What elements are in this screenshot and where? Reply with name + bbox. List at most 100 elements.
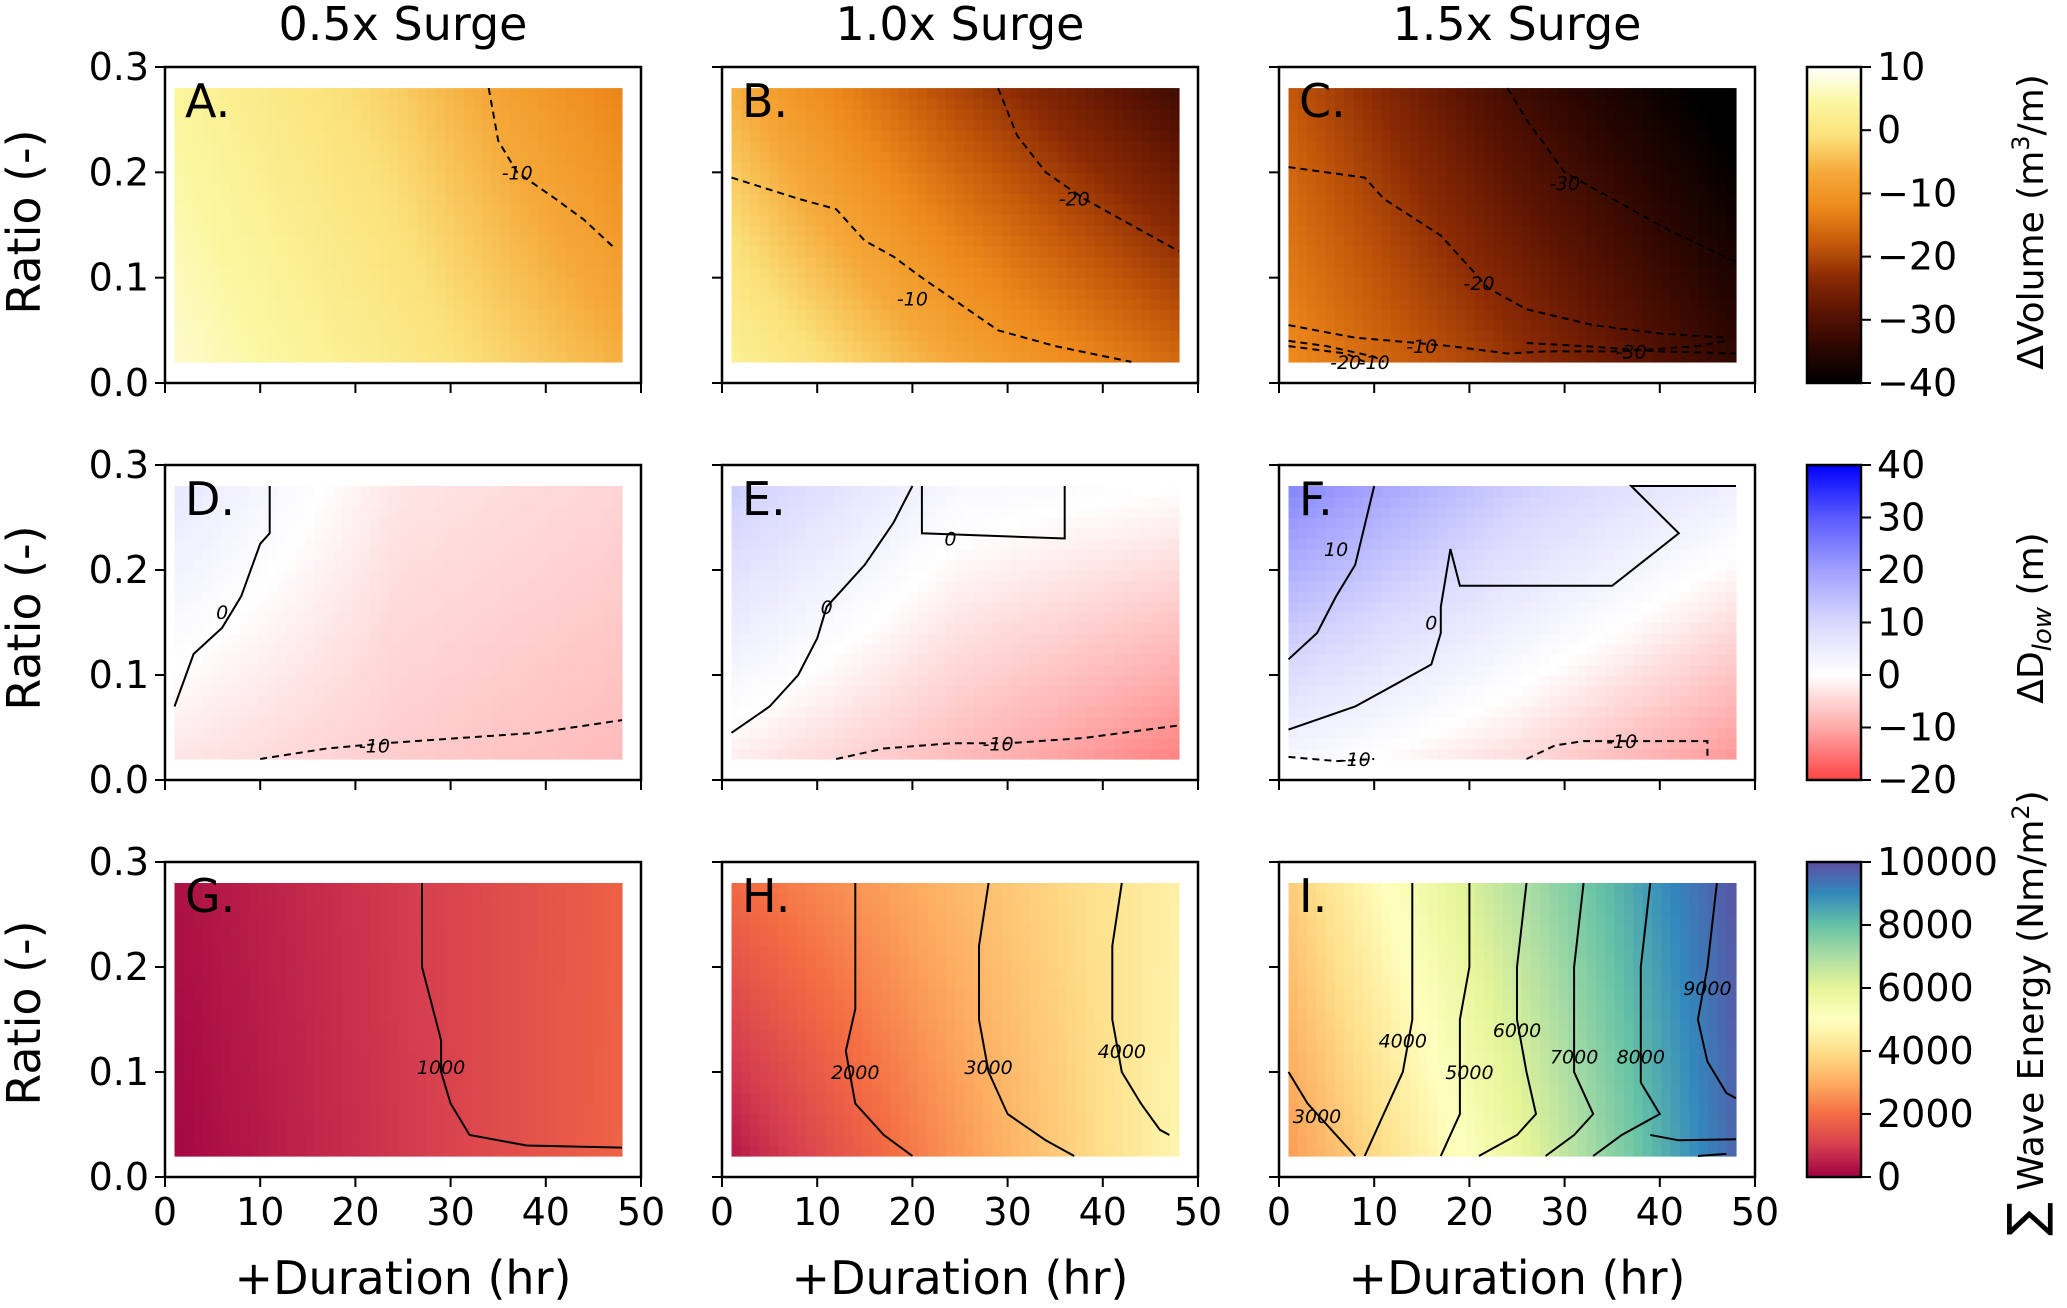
heatmap-cell (1169, 182, 1180, 194)
heatmap-cell (1353, 119, 1364, 131)
heatmap-cell (528, 351, 539, 363)
heatmap-cell (824, 88, 835, 100)
heatmap-cell (491, 706, 502, 718)
heatmap-cell (277, 182, 287, 194)
heatmap-cell (1428, 309, 1439, 321)
heatmap-cell (815, 203, 826, 216)
heatmap-cell (1057, 298, 1068, 310)
heatmap-cell (1067, 182, 1078, 194)
heatmap-cell (1726, 225, 1737, 237)
heatmap-cell (1698, 119, 1709, 131)
heatmap-cell (435, 675, 446, 687)
heatmap-cell (1113, 193, 1124, 205)
heatmap-cell (519, 559, 530, 571)
heatmap-cell (1160, 193, 1171, 205)
heatmap-cell (1307, 288, 1318, 300)
heatmap-cell (880, 298, 891, 310)
heatmap-cell (351, 340, 362, 352)
heatmap-cell (547, 151, 558, 163)
heatmap-cell (370, 580, 381, 592)
heatmap-cell (472, 517, 483, 529)
heatmap-cell (1363, 246, 1374, 258)
heatmap-cell (899, 109, 910, 121)
heatmap-cell (1540, 193, 1551, 205)
heatmap-cell (239, 507, 250, 519)
heatmap-cell (1048, 119, 1059, 131)
heatmap-cell (398, 738, 409, 750)
heatmap-cell (1001, 193, 1012, 205)
heatmap-cell (731, 235, 742, 247)
heatmap-cell (221, 351, 232, 363)
heatmap-cell (277, 330, 287, 342)
heatmap-cell (314, 696, 325, 708)
heatmap-cell (1020, 119, 1031, 131)
heatmap-cell (407, 256, 418, 268)
heatmap-cell (566, 696, 576, 708)
heatmap-cell (491, 193, 502, 205)
heatmap-cell (871, 235, 882, 247)
heatmap-cell (249, 235, 260, 247)
heatmap-cell (351, 654, 362, 666)
heatmap-cell (323, 706, 334, 718)
heatmap-cell (239, 727, 250, 739)
heatmap-cell (964, 203, 975, 216)
heatmap-cell (435, 580, 446, 592)
heatmap-cell (454, 622, 465, 634)
heatmap-cell (332, 675, 343, 687)
heatmap-cell (1400, 172, 1411, 184)
heatmap-cell (519, 193, 530, 205)
heatmap-cell (323, 256, 334, 268)
heatmap-cell (917, 288, 928, 300)
heatmap-cell (258, 570, 269, 582)
heatmap-cell (305, 633, 315, 645)
heatmap-cell (1642, 140, 1653, 152)
heatmap-cell (211, 549, 222, 561)
heatmap-cell (1549, 288, 1560, 300)
heatmap-cell (398, 225, 409, 237)
heatmap-cell (360, 748, 371, 760)
heatmap-cell (277, 193, 287, 205)
heatmap-cell (426, 591, 437, 603)
heatmap-cell (267, 246, 278, 258)
heatmap-cell (277, 140, 287, 152)
heatmap-cell (1633, 351, 1644, 363)
heatmap-cell (351, 633, 362, 645)
heatmap-cell (1113, 98, 1124, 110)
heatmap-cell (202, 319, 213, 331)
heatmap-cell (407, 246, 418, 258)
heatmap-cell (435, 88, 446, 100)
heatmap-cell (750, 193, 761, 205)
heatmap-cell (528, 570, 539, 582)
heatmap-cell (945, 88, 956, 100)
heatmap-cell (1577, 172, 1588, 184)
heatmap-cell (323, 351, 334, 363)
heatmap-cell (566, 267, 576, 279)
heatmap-cell (1335, 288, 1346, 300)
heatmap-cell (1325, 98, 1336, 110)
heatmap-cell (871, 109, 882, 121)
heatmap-cell (992, 151, 1003, 163)
heatmap-cell (768, 214, 779, 226)
heatmap-cell (491, 319, 502, 331)
heatmap-cell (444, 330, 455, 342)
heatmap-cell (1614, 256, 1625, 268)
heatmap-cell (463, 738, 474, 750)
heatmap-cell (889, 88, 900, 100)
heatmap-cell (351, 309, 362, 321)
heatmap-cell (211, 633, 222, 645)
heatmap-cell (1652, 288, 1662, 300)
heatmap-cell (1020, 330, 1031, 342)
heatmap-cell (1680, 235, 1690, 247)
heatmap-cell (889, 140, 900, 152)
heatmap-cell (1160, 256, 1171, 268)
heatmap-cell (834, 182, 844, 194)
heatmap-cell (183, 351, 194, 363)
heatmap-cell (1169, 130, 1180, 142)
heatmap-cell (1409, 151, 1420, 163)
heatmap-cell (463, 109, 474, 121)
heatmap-cell (510, 193, 521, 205)
heatmap-cell (510, 330, 521, 342)
heatmap-cell (277, 298, 287, 310)
heatmap-cell (603, 246, 614, 258)
heatmap-cell (267, 706, 278, 718)
